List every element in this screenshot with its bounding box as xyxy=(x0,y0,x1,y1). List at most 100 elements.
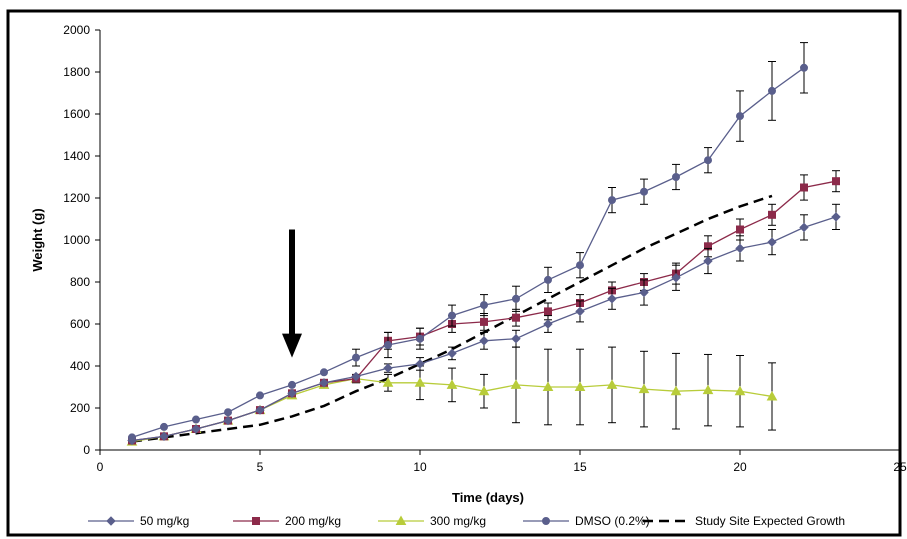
data-point xyxy=(736,112,744,121)
data-point xyxy=(160,422,168,431)
data-point xyxy=(638,383,650,394)
data-point xyxy=(510,379,522,389)
legend-label: Study Site Expected Growth xyxy=(695,514,845,528)
legend-marker xyxy=(252,517,260,525)
x-tick-label: 5 xyxy=(257,460,264,474)
legend-label: DMSO (0.2%) xyxy=(575,514,650,528)
data-point xyxy=(608,196,616,205)
data-point xyxy=(607,294,617,304)
data-point xyxy=(448,311,456,320)
data-point xyxy=(191,424,201,434)
data-point xyxy=(192,415,200,424)
data-point xyxy=(383,363,393,373)
data-point xyxy=(446,379,458,389)
x-tick-label: 20 xyxy=(733,460,747,474)
data-point xyxy=(478,385,490,396)
data-point xyxy=(575,306,585,317)
data-point xyxy=(319,378,329,388)
data-point xyxy=(544,275,552,284)
data-point xyxy=(639,287,649,298)
data-point xyxy=(128,433,136,442)
data-point xyxy=(702,384,714,395)
data-point xyxy=(640,187,648,196)
legend-marker xyxy=(106,516,116,526)
arrow-head xyxy=(282,333,302,358)
data-point xyxy=(734,385,746,396)
y-tick-label: 1800 xyxy=(63,65,90,79)
data-point xyxy=(223,415,233,426)
data-point xyxy=(511,333,521,344)
data-point xyxy=(576,261,584,270)
y-tick-label: 2000 xyxy=(63,23,90,37)
y-axis-label: Weight (g) xyxy=(30,208,45,271)
data-point xyxy=(766,390,778,401)
y-tick-label: 1200 xyxy=(63,191,90,205)
data-point xyxy=(352,353,360,362)
legend-marker xyxy=(542,517,550,525)
data-point xyxy=(574,381,586,391)
data-point xyxy=(224,408,232,417)
data-point xyxy=(544,307,552,316)
data-point xyxy=(287,388,297,399)
data-point xyxy=(414,377,426,387)
data-point xyxy=(288,380,296,389)
data-point xyxy=(512,313,520,322)
data-point xyxy=(800,183,808,192)
data-point xyxy=(832,177,840,186)
data-point xyxy=(768,210,776,219)
data-point xyxy=(800,63,808,72)
legend-item-study-site-expected-growth: Study Site Expected Growth xyxy=(643,514,845,528)
data-point xyxy=(415,359,425,369)
y-tick-label: 600 xyxy=(70,317,90,331)
legend-item-dmso-0-2: DMSO (0.2%) xyxy=(523,514,650,528)
legend-label: 50 mg/kg xyxy=(140,514,189,528)
y-tick-label: 800 xyxy=(70,275,90,289)
data-point xyxy=(255,405,265,415)
x-tick-label: 10 xyxy=(413,460,427,474)
data-point xyxy=(703,256,713,266)
legend: 50 mg/kg 200 mg/kg 300 mg/kg DMSO (0.2%) Stu… xyxy=(88,514,845,528)
y-tick-label: 0 xyxy=(83,443,90,457)
x-tick-label: 15 xyxy=(573,460,587,474)
x-axis-label: Time (days) xyxy=(452,490,524,505)
y-tick-label: 1600 xyxy=(63,107,90,121)
legend-item-200-mg-kg: 200 mg/kg xyxy=(233,514,341,528)
data-point xyxy=(670,385,682,396)
data-point xyxy=(447,348,457,359)
data-point xyxy=(416,334,424,343)
data-point xyxy=(543,319,553,329)
series-line xyxy=(131,67,805,439)
data-point xyxy=(384,341,392,349)
data-point xyxy=(768,86,776,95)
arrow-shaft xyxy=(289,229,295,336)
x-tick-label: 25 xyxy=(893,460,907,474)
arrow-annotation xyxy=(282,229,302,358)
y-tick-label: 1000 xyxy=(63,233,90,247)
data-point xyxy=(671,273,681,283)
y-tick-label: 400 xyxy=(70,359,90,373)
data-point xyxy=(320,368,328,377)
legend-label: 200 mg/kg xyxy=(285,514,341,528)
data-point xyxy=(382,377,394,387)
data-point xyxy=(479,336,489,346)
legend-item-300-mg-kg: 300 mg/kg xyxy=(378,514,486,528)
data-point xyxy=(735,243,745,254)
y-tick-label: 200 xyxy=(70,401,90,415)
y-tick-label: 1400 xyxy=(63,149,90,163)
data-point xyxy=(606,379,618,389)
series-layer xyxy=(126,42,841,446)
series-dmso-0-2 xyxy=(128,42,808,442)
data-point xyxy=(704,156,712,165)
data-point xyxy=(351,371,361,382)
data-point xyxy=(672,173,680,181)
data-point xyxy=(767,237,777,247)
data-point xyxy=(736,225,744,234)
legend-item-50-mg-kg: 50 mg/kg xyxy=(88,514,189,528)
data-point xyxy=(480,317,488,326)
data-point xyxy=(831,212,841,222)
data-point xyxy=(256,391,264,400)
legend-marker xyxy=(395,515,407,525)
series-50-mg-kg xyxy=(127,203,841,446)
